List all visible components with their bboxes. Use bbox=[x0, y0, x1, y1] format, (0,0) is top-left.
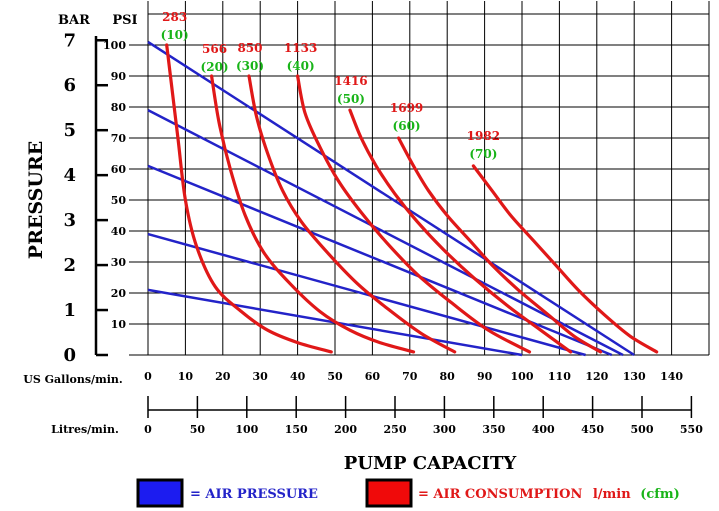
x-tick-label-gallons: 90 bbox=[477, 370, 493, 383]
x-tick-label-gallons: 130 bbox=[623, 370, 646, 383]
air-pressure-line-4 bbox=[147, 232, 586, 357]
psi-tick-label: 100 bbox=[103, 39, 126, 52]
curve-label-cfm: (50) bbox=[337, 92, 365, 106]
curve-label-lmin: 1982 bbox=[467, 129, 500, 143]
x-tick-label-gallons: 110 bbox=[548, 370, 571, 383]
air-consumption-curve-2 bbox=[209, 74, 416, 354]
x-unit-label-gallons: US Gallons/min. bbox=[23, 373, 122, 386]
bar-tick-label: 5 bbox=[63, 120, 76, 141]
bar-tick-label: 3 bbox=[63, 210, 76, 231]
y-axis-title: PRESSURE bbox=[25, 141, 47, 259]
bar-tick-label: 4 bbox=[63, 165, 76, 186]
x-tick-label-litres: 300 bbox=[433, 423, 456, 436]
air-pressure-line-2 bbox=[147, 108, 624, 357]
psi-tick-label: 30 bbox=[111, 256, 127, 269]
legend-label-air-pressure: = AIR PRESSURE bbox=[190, 487, 318, 502]
air-consumption-curve-1 bbox=[165, 43, 333, 354]
curve-label-lmin: 566 bbox=[202, 42, 227, 56]
x-unit-label-litres: Litres/min. bbox=[51, 423, 119, 436]
curve-label-lmin: 283 bbox=[162, 10, 187, 24]
air-consumption-curve-4 bbox=[296, 74, 532, 354]
x-tick-label-gallons: 40 bbox=[290, 370, 306, 383]
x-tick-label-litres: 450 bbox=[581, 423, 604, 436]
bar-tick-label: 7 bbox=[63, 30, 76, 51]
curve-label-lmin: 1699 bbox=[390, 101, 423, 115]
x-tick-label-litres: 50 bbox=[190, 423, 206, 436]
air-consumption-curve-3 bbox=[247, 74, 457, 354]
x-tick-label-gallons: 140 bbox=[660, 370, 683, 383]
x-tick-label-gallons: 20 bbox=[215, 370, 231, 383]
psi-unit-label: PSI bbox=[112, 13, 137, 28]
grid bbox=[147, 1, 710, 356]
air-consumption-curve-6 bbox=[396, 136, 603, 354]
x-tick-label-gallons: 70 bbox=[402, 370, 418, 383]
x-tick-label-litres: 200 bbox=[334, 423, 357, 436]
x-tick-label-gallons: 10 bbox=[178, 370, 194, 383]
psi-tick-label: 40 bbox=[111, 225, 127, 238]
legend-swatch-air-pressure bbox=[136, 478, 184, 508]
x-tick-label-litres: 400 bbox=[532, 423, 555, 436]
legend-consumption-units: l/min bbox=[593, 487, 631, 502]
air-consumption-curve-7 bbox=[471, 164, 659, 354]
curve-label-cfm: (10) bbox=[161, 28, 189, 42]
x-tick-label-litres: 100 bbox=[235, 423, 258, 436]
air-pressure-line-3 bbox=[147, 164, 613, 357]
x-tick-label-litres: 350 bbox=[482, 423, 505, 436]
curve-label-cfm: (40) bbox=[287, 59, 315, 73]
curve-label-cfm: (30) bbox=[236, 59, 264, 73]
legend-label-air-consumption: = AIR CONSUMPTION l/min (cfm) bbox=[418, 487, 680, 502]
x-tick-label-litres: 500 bbox=[631, 423, 654, 436]
legend-consumption-text: = AIR CONSUMPTION bbox=[418, 487, 582, 502]
x-tick-label-gallons: 30 bbox=[253, 370, 269, 383]
curve-label-cfm: (20) bbox=[201, 60, 229, 74]
curve-label-lmin: 850 bbox=[237, 41, 262, 55]
curve-label-cfm: (60) bbox=[393, 119, 421, 133]
x-tick-label-gallons: 0 bbox=[144, 370, 152, 383]
bar-tick-label: 1 bbox=[63, 300, 76, 321]
psi-tick-label: 50 bbox=[111, 194, 127, 207]
psi-tick-label: 90 bbox=[111, 70, 127, 83]
x-axis-title: PUMP CAPACITY bbox=[344, 453, 518, 474]
curve-label-lmin: 1133 bbox=[284, 41, 317, 55]
bar-tick-label: 0 bbox=[63, 345, 76, 366]
x-tick-label-litres: 0 bbox=[144, 423, 152, 436]
x-tick-label-litres: 150 bbox=[285, 423, 308, 436]
bar-unit-label: BAR bbox=[58, 13, 90, 28]
curve-label-cfm: (70) bbox=[469, 147, 497, 161]
x-tick-label-gallons: 50 bbox=[327, 370, 343, 383]
x-tick-label-gallons: 100 bbox=[511, 370, 534, 383]
x-tick-label-gallons: 120 bbox=[585, 370, 608, 383]
psi-tick-label: 20 bbox=[111, 287, 127, 300]
legend-consumption-cfm: (cfm) bbox=[640, 487, 680, 502]
air-pressure-line-1 bbox=[147, 40, 635, 357]
psi-tick-label: 70 bbox=[111, 132, 127, 145]
psi-tick-label: 10 bbox=[111, 318, 127, 331]
bar-tick-label: 2 bbox=[63, 255, 76, 276]
x-tick-label-litres: 550 bbox=[680, 423, 703, 436]
psi-tick-label: 80 bbox=[111, 101, 127, 114]
psi-tick-label: 60 bbox=[111, 163, 127, 176]
x-tick-label-litres: 250 bbox=[384, 423, 407, 436]
legend: = AIR PRESSURE = AIR CONSUMPTION l/min (… bbox=[136, 478, 680, 508]
x-tick-label-gallons: 80 bbox=[440, 370, 456, 383]
air-consumption-curves bbox=[165, 43, 659, 354]
x-tick-label-gallons: 60 bbox=[365, 370, 381, 383]
air-consumption-curve-5 bbox=[348, 108, 573, 354]
curve-labels: 283 (10) 566 (20) 850 (30) 1133 (40) 1416 (50) 169… bbox=[161, 10, 500, 161]
legend-swatch-air-consumption bbox=[365, 478, 413, 508]
air-pressure-lines bbox=[147, 40, 635, 357]
curve-label-lmin: 1416 bbox=[334, 74, 367, 88]
bar-tick-label: 6 bbox=[63, 75, 76, 96]
